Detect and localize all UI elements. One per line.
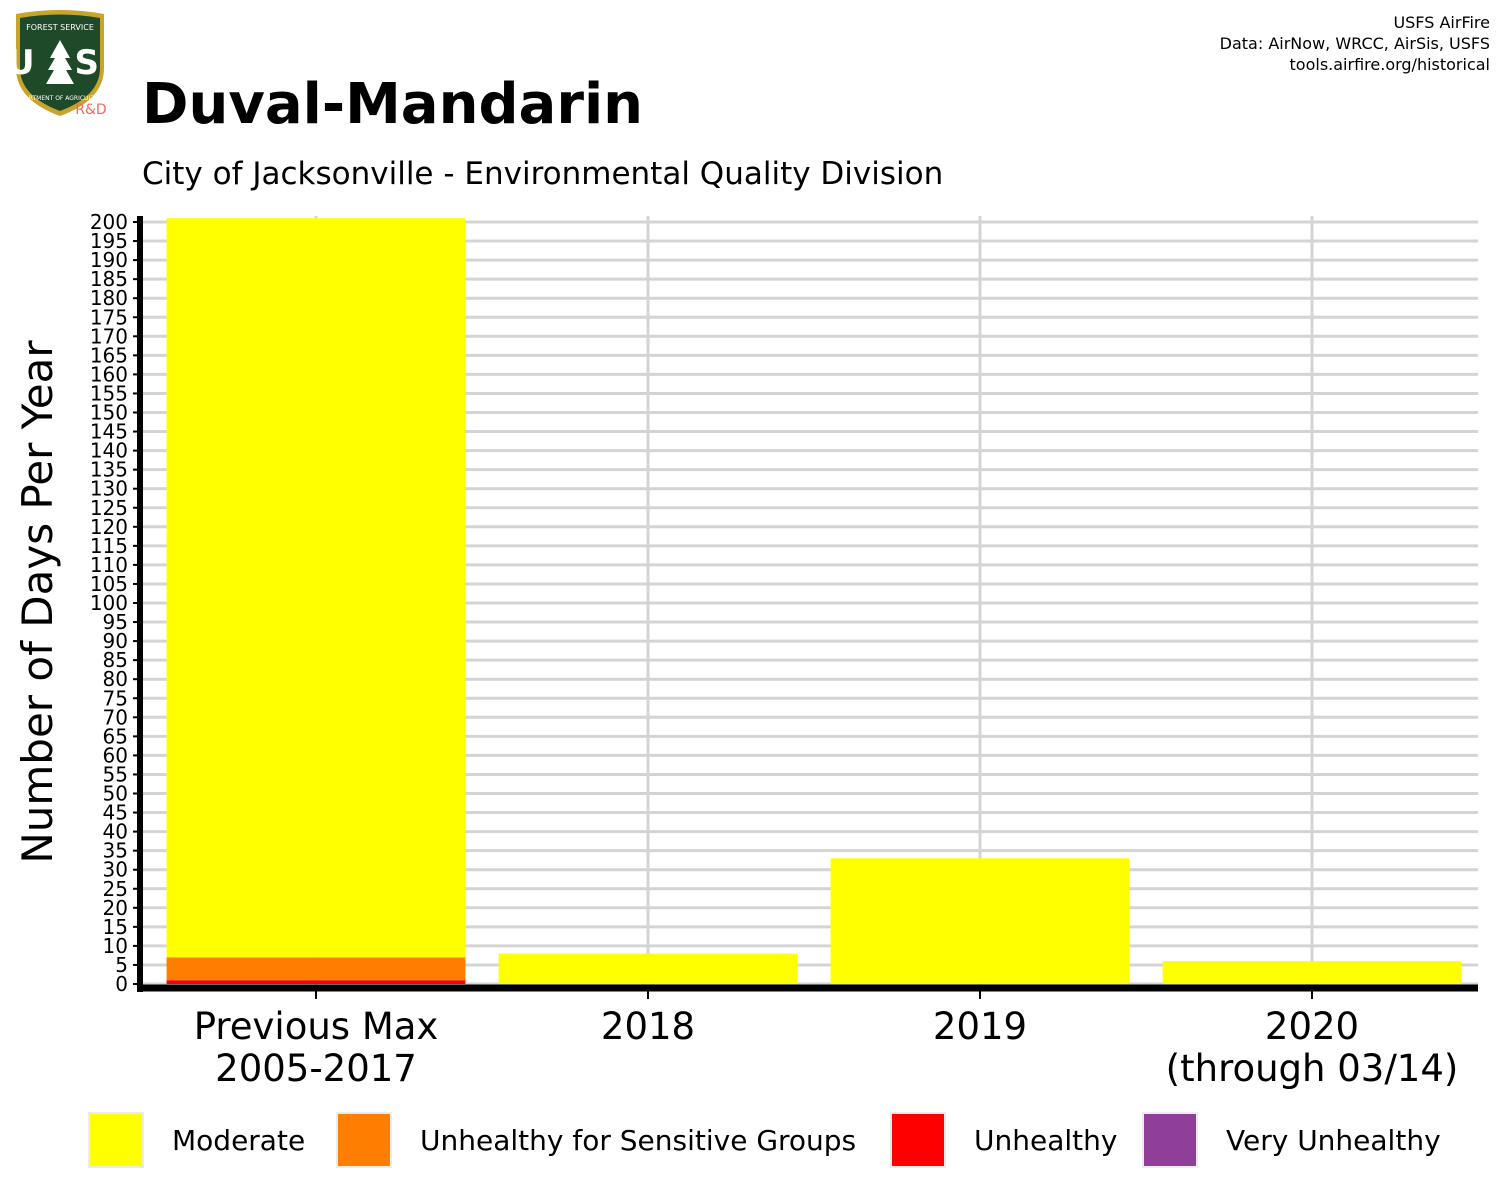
x-tick-label: 2005-2017 <box>215 1047 417 1090</box>
x-tick-label: 2020 <box>1265 1005 1359 1048</box>
y-tick-label: 75 <box>103 686 128 710</box>
legend-label: Unhealthy for Sensitive Groups <box>420 1124 857 1157</box>
y-tick-label: 125 <box>90 496 128 520</box>
legend-label: Very Unhealthy <box>1226 1124 1441 1157</box>
y-tick-label: 140 <box>90 439 128 463</box>
y-tick-label: 95 <box>103 610 128 634</box>
legend-swatch <box>336 1112 392 1168</box>
y-tick-label: 35 <box>103 839 128 863</box>
y-tick-label: 160 <box>90 362 128 386</box>
y-axis-label: Number of Days Per Year <box>13 340 62 864</box>
y-tick-label: 25 <box>103 877 128 901</box>
chart-legend: Moderate Unhealthy for Sensitive Groups … <box>88 1112 1488 1170</box>
bar-segment <box>166 980 466 984</box>
legend-label: Moderate <box>172 1124 306 1157</box>
x-tick-label: Previous Max <box>194 1005 439 1048</box>
y-tick-label: 145 <box>90 420 128 444</box>
y-tick-label: 20 <box>103 896 128 920</box>
y-tick-label: 60 <box>103 743 128 767</box>
y-tick-label: 100 <box>90 591 128 615</box>
legend-swatch <box>890 1112 946 1168</box>
legend-swatch <box>1142 1112 1198 1168</box>
y-tick-label: 55 <box>103 762 128 786</box>
credit-line: tools.airfire.org/historical <box>1289 55 1490 74</box>
y-tick-label: 170 <box>90 324 128 348</box>
y-tick-label: 90 <box>103 629 128 653</box>
y-tick-label: 40 <box>103 820 128 844</box>
y-tick-label: 5 <box>115 953 128 977</box>
y-tick-label: 110 <box>90 553 128 577</box>
bar-segment <box>166 218 466 958</box>
x-tick-label: 2018 <box>601 1005 695 1048</box>
bar-segment <box>830 858 1130 984</box>
y-tick-label: 10 <box>103 934 128 958</box>
y-tick-label: 130 <box>90 477 128 501</box>
y-tick-label: 50 <box>103 782 128 806</box>
y-tick-label: 155 <box>90 381 128 405</box>
bar-segment <box>166 957 466 981</box>
logo-badge: R&D <box>75 102 106 118</box>
y-tick-label: 185 <box>90 267 128 291</box>
y-tick-label: 180 <box>90 286 128 310</box>
y-tick-label: 195 <box>90 229 128 253</box>
chart-title: Duval-Mandarin <box>142 72 644 137</box>
y-tick-label: 135 <box>90 458 128 482</box>
y-tick-label: 150 <box>90 401 128 425</box>
y-tick-label: 175 <box>90 305 128 329</box>
y-tick-label: 65 <box>103 724 128 748</box>
y-tick-label: 115 <box>90 534 128 558</box>
svg-text:FOREST SERVICE: FOREST SERVICE <box>26 23 94 32</box>
y-tick-label: 30 <box>103 858 128 882</box>
y-tick-label: 0 <box>115 972 128 996</box>
chart-subtitle: City of Jacksonville - Environmental Qua… <box>142 156 944 192</box>
svg-text:DEPARTMENT OF AGRICULTURE: DEPARTMENT OF AGRICULTURE <box>13 95 107 102</box>
x-tick-label: 2019 <box>933 1005 1027 1048</box>
x-tick-label: (through 03/14) <box>1166 1047 1459 1090</box>
y-tick-label: 15 <box>103 915 128 939</box>
y-tick-label: 200 <box>90 210 128 234</box>
y-tick-label: 45 <box>103 801 128 825</box>
bar-segment <box>1162 961 1462 984</box>
y-tick-label: 85 <box>103 648 128 672</box>
y-tick-label: 165 <box>90 343 128 367</box>
y-tick-label: 120 <box>90 515 128 539</box>
credit-line: Data: AirNow, WRCC, AirSis, USFS <box>1219 34 1490 53</box>
y-tick-label: 190 <box>90 248 128 272</box>
credit-line: USFS AirFire <box>1393 13 1490 32</box>
bar-segment <box>498 953 798 984</box>
credits-block: USFS AirFire Data: AirNow, WRCC, AirSis,… <box>1220 12 1490 75</box>
usfs-shield-logo-icon: FOREST SERVICE U S DEPARTMENT OF AGRICUL… <box>8 10 107 118</box>
y-tick-label: 80 <box>103 667 128 691</box>
legend-swatch <box>88 1112 144 1168</box>
y-tick-label: 70 <box>103 705 128 729</box>
legend-label: Unhealthy <box>974 1124 1118 1157</box>
y-tick-label: 105 <box>90 572 128 596</box>
